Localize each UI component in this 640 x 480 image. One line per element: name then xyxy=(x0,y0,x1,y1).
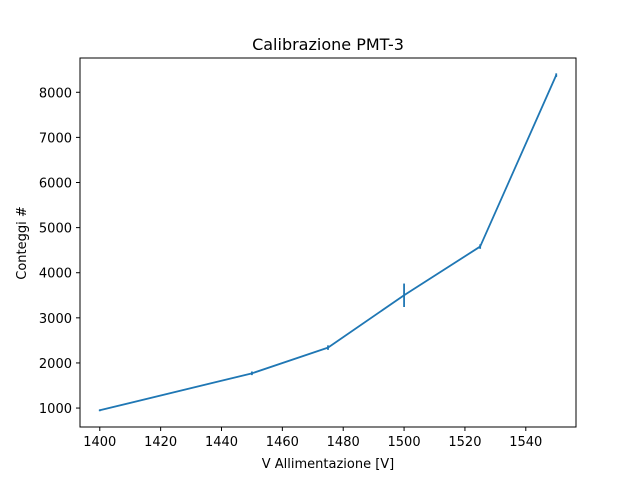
y-tick-label: 8000 xyxy=(39,86,72,101)
data-point xyxy=(403,294,405,297)
x-tick-label: 1460 xyxy=(266,435,299,450)
y-axis-label: Conteggi # xyxy=(15,206,30,280)
y-tick-label: 3000 xyxy=(39,312,72,327)
y-tick-label: 2000 xyxy=(39,357,72,372)
x-tick-label: 1400 xyxy=(83,435,116,450)
y-tick-label: 7000 xyxy=(39,131,72,146)
x-axis-label: V Allimentazione [V] xyxy=(262,457,395,472)
x-tick-label: 1480 xyxy=(327,435,360,450)
plot-area: 1400 1420 1440 1460 1480 1500 1520 1540 1000 2000… xyxy=(39,57,577,450)
x-tick-label: 1540 xyxy=(509,435,542,450)
y-tick-label: 6000 xyxy=(39,177,72,192)
series-line xyxy=(99,74,558,412)
y-tick-label: 1000 xyxy=(39,402,72,417)
axes-frame xyxy=(79,57,577,428)
data-point xyxy=(98,409,101,412)
chart-title: Calibrazione PMT-3 xyxy=(252,35,404,54)
x-tick-label: 1420 xyxy=(144,435,177,450)
x-tick-label: 1520 xyxy=(448,435,481,450)
y-tick-label: 5000 xyxy=(39,222,72,237)
data-point xyxy=(555,74,558,77)
x-tick-label: 1440 xyxy=(205,435,238,450)
y-tick-label: 4000 xyxy=(39,267,72,282)
data-point xyxy=(327,346,329,349)
x-tick-label: 1500 xyxy=(388,435,421,450)
data-point xyxy=(251,372,253,375)
data-point xyxy=(479,245,482,248)
